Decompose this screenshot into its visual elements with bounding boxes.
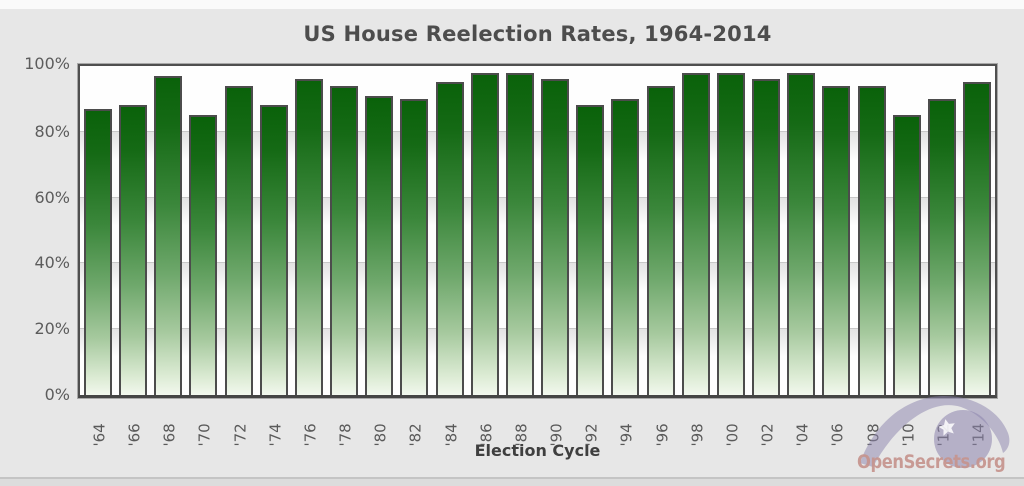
bar-98 bbox=[681, 72, 710, 395]
x-tick-label: '84 bbox=[442, 423, 461, 447]
bar-72 bbox=[224, 85, 253, 395]
x-tick-label: '88 bbox=[512, 423, 531, 447]
x-tick-label: '94 bbox=[617, 423, 636, 447]
x-tick-label: '66 bbox=[125, 423, 144, 447]
bar-04 bbox=[787, 72, 816, 395]
bar-84 bbox=[435, 82, 464, 395]
x-tick-label: '90 bbox=[547, 423, 566, 447]
x-tick-label: '82 bbox=[406, 423, 425, 447]
bar-82 bbox=[400, 98, 429, 395]
bar-08 bbox=[857, 85, 886, 395]
x-tick-label: '78 bbox=[336, 423, 355, 447]
page-bottom-divider bbox=[0, 477, 1024, 479]
chart-title: US House Reelection Rates, 1964-2014 bbox=[303, 22, 772, 46]
gridline bbox=[80, 328, 995, 330]
opensecrets-eye-icon bbox=[860, 395, 1010, 468]
opensecrets-watermark: OpenSecrets.org bbox=[845, 385, 1021, 485]
page-bottom-strip bbox=[0, 479, 1024, 486]
bar-90 bbox=[541, 79, 570, 395]
x-tick-label: '68 bbox=[160, 423, 179, 447]
bar-12 bbox=[927, 98, 956, 395]
bar-64 bbox=[84, 108, 112, 395]
y-tick-label: 100% bbox=[24, 54, 70, 73]
x-tick-label: '00 bbox=[723, 423, 742, 447]
x-tick-label: '74 bbox=[266, 423, 285, 447]
bar-80 bbox=[365, 95, 394, 395]
bar-88 bbox=[505, 72, 534, 395]
x-tick-label: '76 bbox=[301, 423, 320, 447]
x-tick-label: '96 bbox=[653, 423, 672, 447]
x-tick-label: '70 bbox=[195, 423, 214, 447]
x-tick-label: '04 bbox=[793, 423, 812, 447]
bar-00 bbox=[716, 72, 745, 395]
bar-96 bbox=[646, 85, 675, 395]
x-tick-label: '98 bbox=[688, 423, 707, 447]
bar-06 bbox=[822, 85, 851, 395]
y-tick-label: 80% bbox=[34, 121, 70, 141]
bar-74 bbox=[259, 105, 288, 395]
bar-10 bbox=[892, 115, 921, 395]
x-tick-label: '80 bbox=[371, 423, 390, 447]
x-tick-label: '86 bbox=[477, 423, 496, 447]
bar-68 bbox=[154, 75, 183, 395]
y-tick-label: 20% bbox=[34, 319, 70, 339]
x-tick-label: '02 bbox=[758, 423, 777, 447]
y-tick-label: 40% bbox=[34, 253, 70, 273]
x-axis-title: Election Cycle bbox=[474, 441, 601, 460]
x-tick-label: '64 bbox=[90, 423, 109, 447]
y-tick-label: 0% bbox=[44, 385, 70, 404]
plot-area bbox=[78, 64, 997, 398]
bar-66 bbox=[119, 105, 148, 395]
x-tick-label: '72 bbox=[231, 423, 250, 447]
bar-14 bbox=[963, 82, 991, 395]
bar-92 bbox=[576, 105, 605, 395]
bar-76 bbox=[294, 79, 323, 395]
gridline bbox=[80, 196, 995, 198]
bar-86 bbox=[470, 72, 499, 395]
bar-94 bbox=[611, 98, 640, 395]
page-top-strip bbox=[0, 0, 1024, 9]
gridline bbox=[80, 262, 995, 264]
y-axis: 100% 80% 60% 40% 20% 0% bbox=[0, 0, 70, 486]
bar-78 bbox=[330, 85, 359, 395]
gridline bbox=[80, 130, 995, 132]
y-tick-label: 60% bbox=[34, 187, 70, 207]
x-tick-label: '06 bbox=[828, 423, 847, 447]
bar-70 bbox=[189, 115, 218, 395]
opensecrets-logo-text: OpenSecrets.org bbox=[857, 451, 1006, 473]
bar-02 bbox=[752, 79, 781, 395]
x-tick-label: '92 bbox=[582, 423, 601, 447]
plot-inner bbox=[80, 66, 995, 395]
